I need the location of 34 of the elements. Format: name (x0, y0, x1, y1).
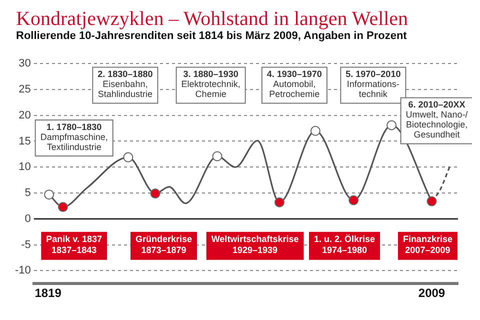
y-tick-label: 30 (18, 58, 31, 70)
point (274, 197, 284, 208)
x-tick-label: 2009 (418, 286, 446, 300)
point (150, 188, 160, 199)
annotation: Panik v. 1837 1837–1843 (46, 234, 102, 255)
point (426, 196, 437, 206)
y-tick-label: -10 (14, 264, 31, 277)
y-tick-label: 15 (18, 135, 31, 148)
point (310, 126, 320, 136)
point (386, 120, 397, 130)
chart-title: Kondratjewzyklen – Wohlstand in langen Wellen (16, 8, 410, 30)
point (58, 202, 68, 212)
y-tick-label: 10 (18, 161, 31, 174)
annotation: 1. 1780–1830 Dampfmaschine, Textilindustrie (40, 122, 108, 152)
annotation: 1. u. 2. Ölkrise 1974–1980 (314, 234, 376, 255)
point (44, 190, 54, 200)
annotation: Weltwirtschaftskrise 1929–1939 (211, 234, 299, 255)
annotation: 2. 1830–1880 Eisenbahn, Stahlindustrie (98, 69, 153, 100)
y-tick-label: 0 (24, 212, 31, 225)
annotation: 4. 1930–1970 Automobil, Petrochemie (266, 69, 322, 100)
y-tick-label: -5 (21, 238, 31, 251)
annotation: 6. 2010–20XX Umwelt, Nano-/ Biotechnologie, Gesundheit (406, 100, 468, 140)
y-tick-label: 25 (18, 84, 31, 96)
point (348, 195, 359, 206)
point (212, 151, 222, 162)
x-tick-label: 1819 (34, 286, 62, 300)
point (123, 152, 134, 162)
annotation: Finanzkrise 2007–2009 (402, 234, 452, 255)
y-tick-label: 20 (18, 109, 31, 122)
annotation: 3. 1880–1930 Elektrotechnik, Chemie (181, 69, 240, 100)
y-tick-label: 5 (24, 187, 31, 200)
chart-subtitle: Rollierende 10-Jahresrenditen seit 1814 bis März 2009, Angaben in Prozent (16, 30, 408, 42)
annotation: 5. 1970–2010 Informations- technik (346, 69, 401, 100)
annotation: Gründerkrise 1873–1879 (135, 234, 192, 255)
